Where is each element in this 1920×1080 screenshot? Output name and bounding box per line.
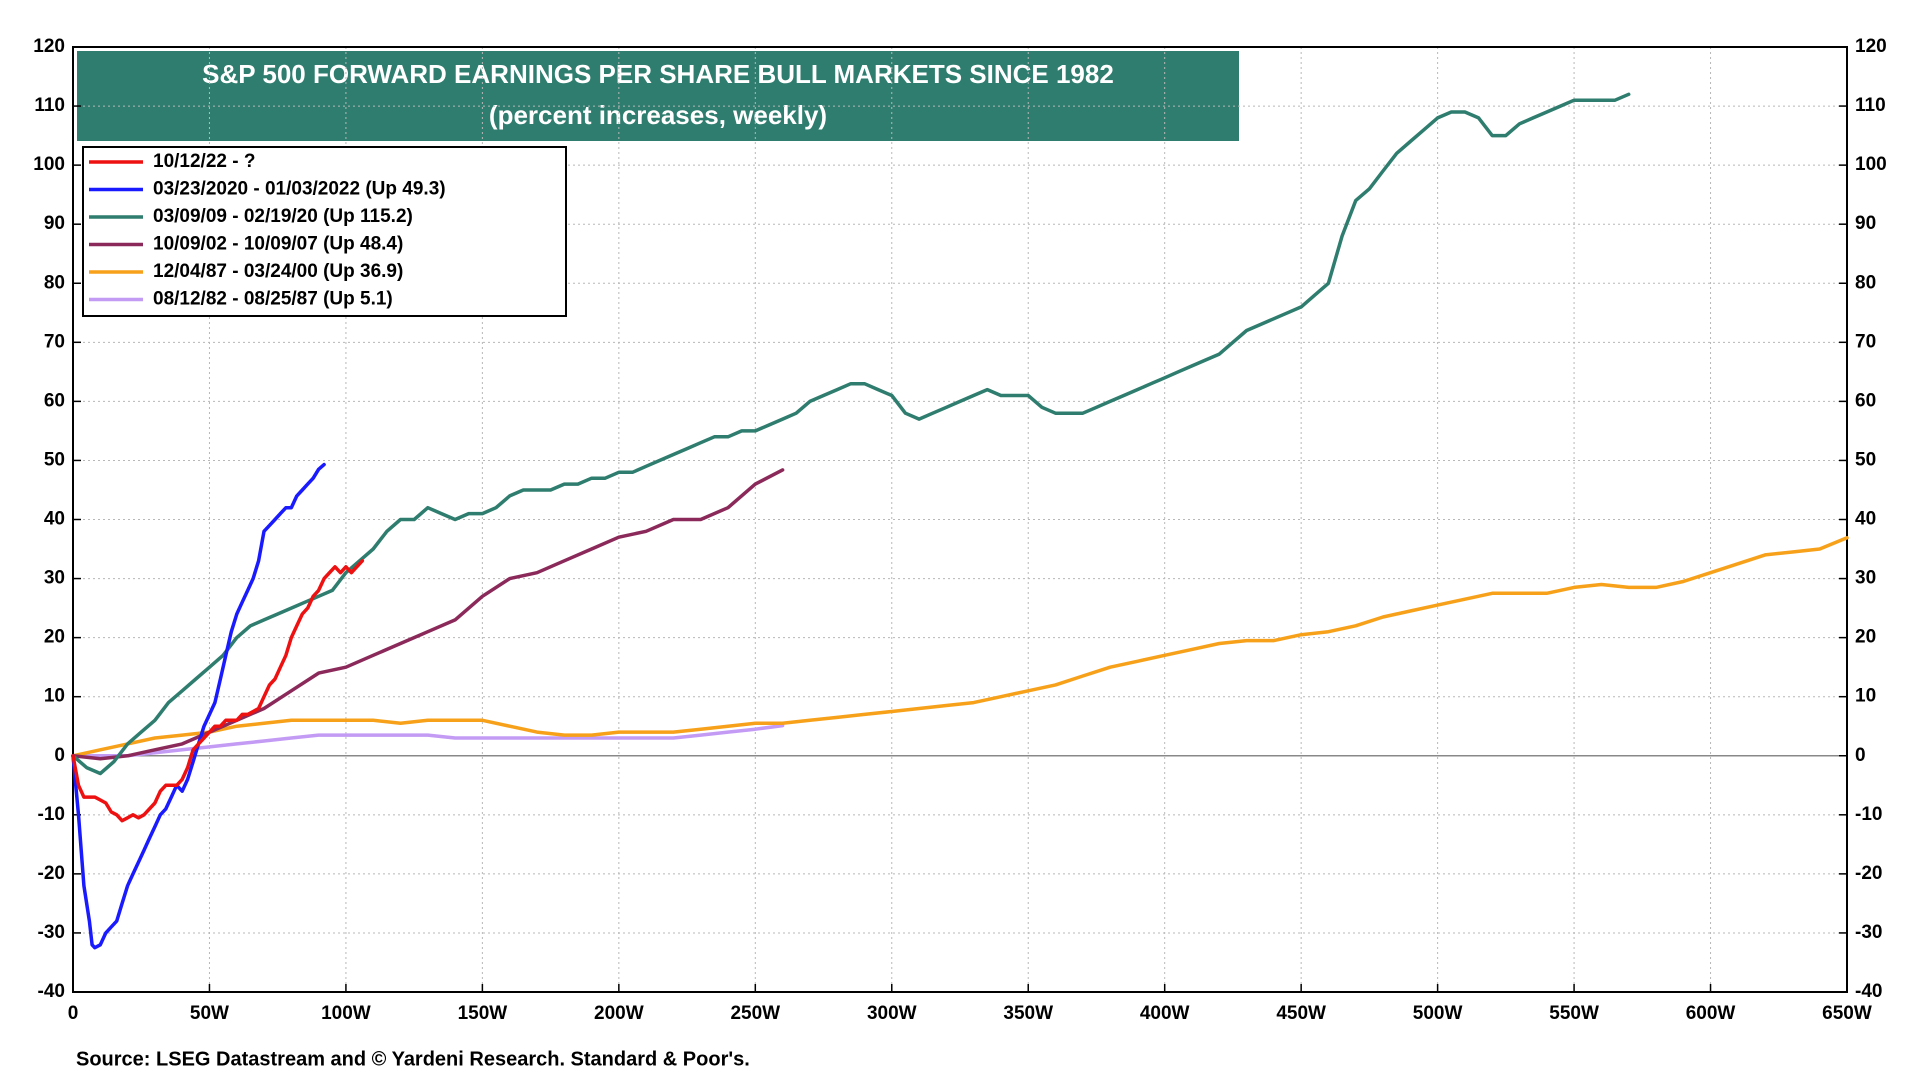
y-tick-label: 0 [54, 745, 65, 766]
y2-tick-label: 120 [1855, 36, 1887, 57]
y-tick-label: 100 [33, 154, 65, 175]
legend-label: 03/09/09 - 02/19/20 (Up 115.2) [153, 206, 413, 227]
y2-tick-label: 60 [1855, 390, 1876, 411]
y-tick-label: 50 [44, 449, 65, 470]
source-note: Source: LSEG Datastream and © Yardeni Re… [76, 1048, 750, 1070]
y-tick-label: 70 [44, 331, 65, 352]
y-tick-label: 80 [44, 272, 65, 293]
x-tick-label: 400W [1140, 1003, 1190, 1024]
y2-tick-label: -10 [1855, 804, 1882, 825]
y-tick-label: -20 [38, 863, 65, 884]
x-tick-label: 100W [321, 1003, 371, 1024]
x-tick-label: 250W [730, 1003, 780, 1024]
series-line [71, 559, 365, 823]
y2-tick-label: 70 [1855, 331, 1876, 352]
x-tick-label: 550W [1549, 1003, 1599, 1024]
series-line [71, 92, 1631, 776]
y-tick-label: 110 [34, 95, 65, 116]
legend-label: 12/04/87 - 03/24/00 (Up 36.9) [153, 261, 403, 282]
y-tick-label: 90 [44, 213, 65, 234]
y-tick-label: 10 [44, 686, 65, 707]
x-tick-label: 450W [1276, 1003, 1326, 1024]
x-tick-label: 150W [458, 1003, 508, 1024]
x-tick-label: 50W [190, 1003, 229, 1024]
y-tick-label: 60 [44, 390, 65, 411]
y2-tick-label: -40 [1855, 981, 1882, 1002]
chart-subtitle: (percent increases, weekly) [489, 100, 827, 130]
y-tick-label: 30 [44, 568, 65, 589]
y-tick-label: -10 [38, 804, 65, 825]
series-line [71, 468, 785, 761]
legend-box [82, 146, 567, 317]
y2-tick-label: 100 [1855, 154, 1887, 175]
x-tick-label: 600W [1686, 1003, 1736, 1024]
y2-tick-label: 110 [1855, 95, 1886, 116]
legend-label: 10/09/02 - 10/09/07 (Up 48.4) [153, 234, 403, 255]
series-line [71, 462, 326, 950]
series-line [71, 723, 785, 758]
series-line [71, 536, 1849, 758]
x-tick-label: 300W [867, 1003, 917, 1024]
x-tick-label: 0 [68, 1003, 79, 1024]
legend: 10/12/22 - ? 03/23/2020 - 01/03/2022 (Up … [82, 146, 567, 317]
y2-tick-label: 50 [1855, 449, 1876, 470]
legend-label: 08/12/82 - 08/25/87 (Up 5.1) [153, 289, 393, 310]
y-tick-label: 120 [33, 36, 65, 57]
y2-tick-label: -30 [1855, 922, 1882, 943]
y2-tick-label: 30 [1855, 568, 1876, 589]
legend-label: 03/23/2020 - 01/03/2022 (Up 49.3) [153, 179, 446, 200]
y-tick-label: -40 [38, 981, 65, 1002]
y2-tick-label: -20 [1855, 863, 1882, 884]
plot-frame [72, 46, 1848, 993]
y2-tick-label: 80 [1855, 272, 1876, 293]
y-tick-label: 40 [44, 509, 65, 530]
y-tick-label: 20 [44, 627, 65, 648]
y2-tick-label: 40 [1855, 509, 1876, 530]
x-tick-label: 350W [1003, 1003, 1053, 1024]
y2-tick-label: 90 [1855, 213, 1876, 234]
chart-title: S&P 500 FORWARD EARNINGS PER SHARE BULL … [202, 59, 1114, 89]
y2-tick-label: 0 [1855, 745, 1866, 766]
x-tick-label: 650W [1822, 1003, 1872, 1024]
legend-label: 10/12/22 - ? [153, 151, 255, 172]
x-tick-label: 500W [1413, 1003, 1463, 1024]
y-tick-label: -30 [38, 922, 65, 943]
title-box [77, 51, 1239, 141]
y2-tick-label: 10 [1855, 686, 1876, 707]
axes: -40 -40 -30 -30 -20 -20 -10 -10 0 0 10 10 20 20 30 30 40… [33, 36, 1886, 1024]
y2-tick-label: 20 [1855, 627, 1876, 648]
x-tick-label: 200W [594, 1003, 644, 1024]
